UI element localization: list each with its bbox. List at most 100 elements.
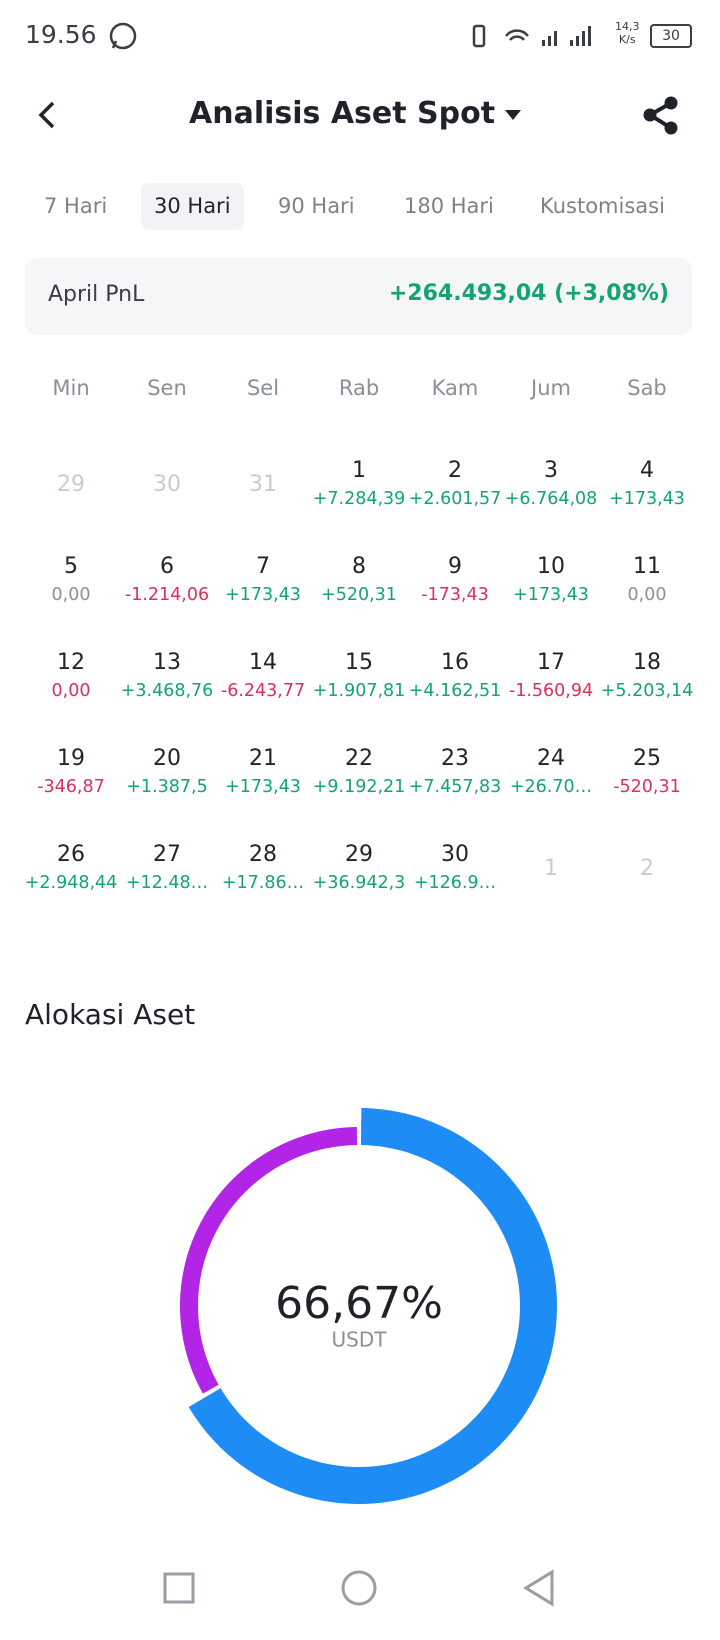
day-pnl: 0,00 [627, 585, 667, 605]
period-tab[interactable]: 7 Hari [44, 194, 108, 218]
day-pnl: +126.9… [413, 873, 497, 893]
day-pnl: +36.942,3 [312, 873, 406, 893]
day-pnl: +5.203,14 [600, 681, 694, 701]
net-speed-unit: K/s [618, 33, 636, 46]
period-tab[interactable]: 180 Hari [404, 194, 494, 218]
status-time: 19.56 [25, 20, 97, 49]
weekday: Sen [147, 376, 187, 400]
calendar-day[interactable]: 29 [345, 842, 373, 867]
day-pnl: 0,00 [51, 681, 91, 701]
day-pnl: -1.214,06 [124, 585, 210, 605]
weekday: Rab [338, 376, 380, 400]
calendar-day[interactable]: 21 [249, 746, 277, 771]
day-pnl: +173,43 [225, 585, 301, 605]
weekday: Sel [246, 376, 280, 400]
weekday: Jum [531, 376, 571, 400]
share-button[interactable] [640, 95, 682, 137]
day-pnl: +7.284,39 [312, 489, 406, 509]
dropdown-arrow[interactable] [503, 108, 523, 122]
calendar-day[interactable]: 22 [345, 746, 373, 771]
calendar-day[interactable]: 20 [153, 746, 181, 771]
whatsapp-icon [109, 22, 137, 50]
day-pnl: +4.162,51 [408, 681, 502, 701]
calendar-day[interactable]: 25 [633, 746, 661, 771]
day-pnl: +1.387,5 [126, 777, 208, 797]
day-pnl: +173,43 [513, 585, 589, 605]
day-pnl: +173,43 [609, 489, 685, 509]
nav-recents[interactable] [163, 1572, 195, 1604]
day-pnl: 0,00 [51, 585, 91, 605]
day-pnl: +2.601,57 [408, 489, 502, 509]
calendar-day[interactable]: 3 [544, 458, 558, 483]
calendar-day[interactable]: 2 [448, 458, 462, 483]
calendar-day[interactable]: 26 [57, 842, 85, 867]
pnl-label: April PnL [48, 282, 145, 307]
weekday: Sab [627, 376, 667, 400]
calendar-day[interactable]: 23 [441, 746, 469, 771]
calendar-day[interactable]: 28 [249, 842, 277, 867]
day-pnl: +17.86… [221, 873, 305, 893]
calendar-day[interactable]: 17 [537, 650, 565, 675]
day-pnl: +520,31 [321, 585, 397, 605]
day-pnl: +9.192,21 [312, 777, 406, 797]
calendar-day[interactable]: 13 [153, 650, 181, 675]
calendar-day[interactable]: 18 [633, 650, 661, 675]
calendar-day[interactable]: 30 [441, 842, 469, 867]
calendar-day[interactable]: 2 [640, 856, 654, 881]
period-tab[interactable]: 90 Hari [278, 194, 355, 218]
day-pnl: +1.907,81 [312, 681, 406, 701]
calendar-day[interactable]: 27 [153, 842, 181, 867]
calendar-day[interactable]: 15 [345, 650, 373, 675]
calendar-day[interactable]: 9 [448, 554, 462, 579]
donut-center-value: 66,67% [275, 1278, 443, 1329]
battery: 30 [650, 24, 692, 48]
calendar-day[interactable]: 24 [537, 746, 565, 771]
calendar-day[interactable]: 16 [441, 650, 469, 675]
donut-center-name: USDT [332, 1328, 388, 1352]
status-icons [472, 24, 591, 48]
calendar-day[interactable]: 8 [352, 554, 366, 579]
day-pnl: +6.764,08 [504, 489, 598, 509]
calendar-day[interactable]: 4 [640, 458, 654, 483]
calendar-day[interactable]: 10 [537, 554, 565, 579]
calendar-day[interactable]: 1 [544, 856, 558, 881]
calendar-day[interactable]: 31 [249, 472, 277, 497]
calendar-day[interactable]: 19 [57, 746, 85, 771]
back-button[interactable] [35, 100, 61, 130]
weekday: Min [52, 376, 90, 400]
day-pnl: -173,43 [421, 585, 489, 605]
period-tab[interactable]: Kustomisasi [540, 194, 665, 218]
net-speed: 14,3 K/s [615, 20, 640, 46]
day-pnl: +12.48… [125, 873, 209, 893]
calendar-day[interactable]: 30 [153, 472, 181, 497]
calendar-day[interactable]: 29 [57, 472, 85, 497]
weekday: Kam [431, 376, 479, 400]
nav-bar [163, 1569, 554, 1607]
period-tab[interactable]: 30 Hari [141, 183, 244, 230]
day-pnl: -520,31 [613, 777, 681, 797]
calendar-day[interactable]: 1 [352, 458, 366, 483]
day-pnl: +7.457,83 [408, 777, 502, 797]
day-pnl: +26.70… [509, 777, 593, 797]
day-pnl: +2.948,44 [24, 873, 118, 893]
donut-segment [179, 1127, 358, 1394]
calendar-day[interactable]: 7 [256, 554, 270, 579]
section-title: Alokasi Aset [25, 998, 196, 1031]
calendar-day[interactable]: 11 [633, 554, 661, 579]
calendar-day[interactable]: 12 [57, 650, 85, 675]
day-pnl: +173,43 [225, 777, 301, 797]
day-pnl: +3.468,76 [120, 681, 214, 701]
calendar-day[interactable]: 6 [160, 554, 174, 579]
day-pnl: -1.560,94 [508, 681, 594, 701]
net-speed-value: 14,3 [615, 20, 640, 33]
calendar-day[interactable]: 5 [64, 554, 78, 579]
calendar-day[interactable]: 14 [249, 650, 277, 675]
allocation-donut: 66,67% USDT [179, 1108, 557, 1504]
nav-back[interactable] [523, 1569, 554, 1607]
pnl-value: +264.493,04 (+3,08%) [388, 281, 669, 306]
day-pnl: -346,87 [37, 777, 105, 797]
day-pnl: -6.243,77 [220, 681, 306, 701]
nav-home[interactable] [341, 1570, 377, 1606]
page-title[interactable]: Analisis Aset Spot [189, 96, 496, 131]
